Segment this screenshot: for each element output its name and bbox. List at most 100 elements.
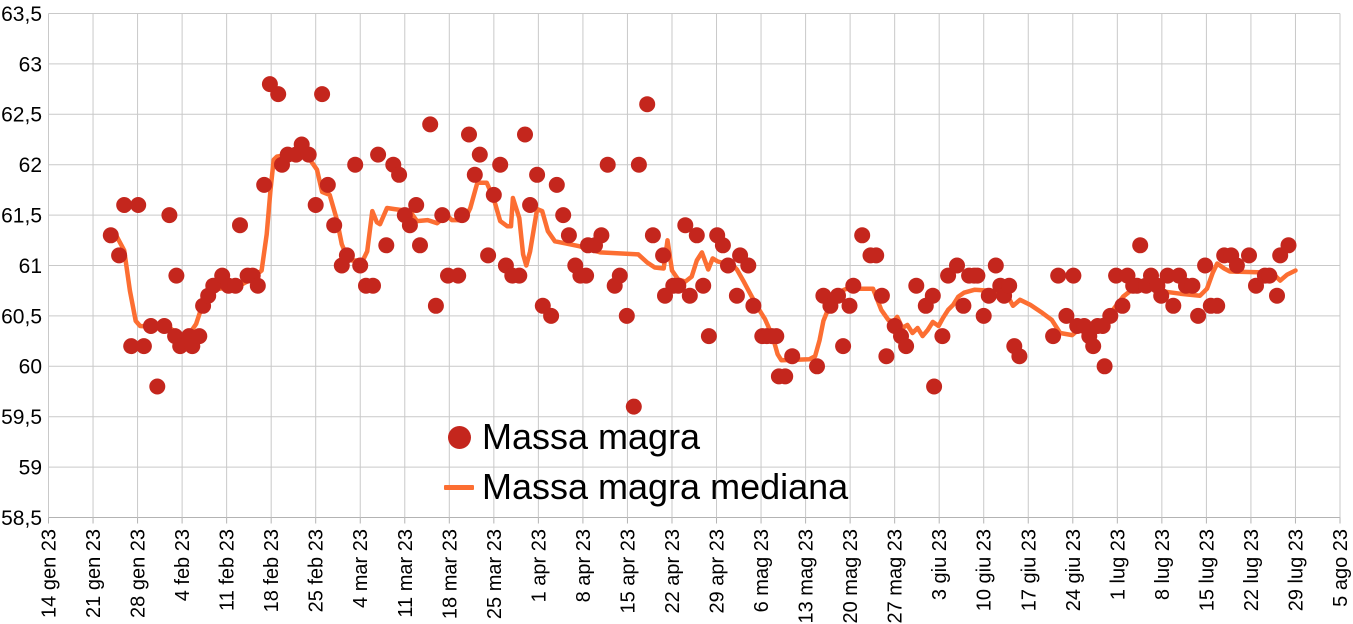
x-tick-label: 15 lug 23 — [1196, 529, 1218, 611]
legend-label-massa-magra: Massa magra — [482, 416, 701, 457]
data-point — [670, 277, 687, 294]
data-point — [845, 277, 862, 294]
data-point — [655, 247, 672, 264]
data-point — [1114, 297, 1131, 314]
data-point — [471, 146, 488, 163]
data-point — [149, 378, 166, 395]
y-tick-label: 63,5 — [1, 3, 42, 26]
data-point — [835, 338, 852, 355]
data-point — [695, 277, 712, 294]
y-tick-label: 61,5 — [1, 204, 42, 227]
x-tick-label: 4 feb 23 — [172, 529, 194, 601]
data-point — [370, 146, 387, 163]
data-point — [1085, 338, 1102, 355]
data-point — [677, 217, 694, 234]
data-point — [934, 328, 951, 345]
y-tick-label: 60 — [19, 356, 42, 379]
y-tick-label: 60,5 — [1, 305, 42, 328]
y-tick-label: 59 — [19, 456, 42, 479]
x-tick-label: 1 lug 23 — [1107, 529, 1129, 600]
data-point — [434, 207, 451, 224]
data-point — [412, 237, 428, 254]
data-point — [728, 287, 745, 304]
line-series-marker-icon — [444, 472, 474, 502]
data-point — [1045, 328, 1062, 345]
data-point — [168, 267, 185, 284]
data-point — [135, 338, 152, 355]
data-point — [227, 277, 244, 294]
data-point — [270, 86, 287, 103]
data-point — [326, 217, 343, 234]
data-point — [688, 227, 705, 244]
data-point — [625, 398, 642, 415]
data-point — [873, 287, 890, 304]
x-tick-label: 15 apr 23 — [617, 529, 639, 614]
x-tick-label: 29 lug 23 — [1285, 529, 1307, 611]
data-point — [142, 318, 159, 334]
data-point — [522, 197, 539, 213]
data-point — [1102, 307, 1119, 324]
data-point — [1001, 277, 1018, 294]
data-point — [130, 197, 147, 213]
legend-item-massa-magra-mediana: Massa magra mediana — [444, 462, 848, 512]
data-point — [987, 257, 1004, 274]
data-point — [511, 267, 528, 284]
data-point — [427, 297, 444, 314]
data-point — [111, 247, 128, 264]
data-point — [1209, 297, 1226, 314]
data-point — [1065, 267, 1082, 284]
x-tick-label: 1 apr 23 — [528, 529, 550, 602]
x-tick-label: 18 mar 23 — [439, 529, 461, 619]
data-point — [681, 287, 698, 304]
chart-legend: Massa magra Massa magra mediana — [444, 412, 848, 512]
x-tick-label: 13 mag 23 — [796, 529, 818, 624]
data-point — [466, 166, 483, 183]
data-point — [745, 297, 762, 314]
x-tick-label: 18 feb 23 — [261, 529, 283, 612]
scatter-series-marker-icon — [444, 422, 474, 452]
data-point — [256, 176, 273, 193]
data-point — [1050, 267, 1067, 284]
x-tick-label: 29 apr 23 — [707, 529, 729, 614]
x-tick-label: 27 mag 23 — [885, 529, 907, 624]
data-point — [1228, 257, 1245, 274]
data-point — [830, 287, 846, 304]
data-point — [611, 267, 628, 284]
data-point — [560, 227, 577, 244]
x-tick-label: 8 apr 23 — [573, 529, 595, 602]
data-point — [454, 207, 470, 224]
x-tick-label: 17 giu 23 — [1018, 529, 1040, 611]
data-point — [408, 197, 425, 213]
data-point — [1096, 358, 1113, 375]
data-point — [102, 227, 119, 244]
data-point — [116, 197, 133, 213]
x-tick-label: 4 mar 23 — [350, 529, 372, 608]
x-tick-label: 25 mar 23 — [484, 529, 506, 619]
data-point — [898, 338, 915, 355]
data-point — [740, 257, 757, 274]
data-point — [300, 146, 317, 163]
data-point — [1241, 247, 1257, 264]
data-point — [1280, 237, 1297, 254]
data-point — [1011, 348, 1028, 365]
data-point — [926, 378, 943, 395]
data-point — [878, 348, 895, 365]
data-point — [1269, 287, 1285, 304]
data-point — [232, 217, 248, 234]
data-point — [352, 257, 369, 274]
data-point — [720, 257, 736, 274]
data-point — [548, 176, 565, 193]
data-point — [391, 166, 408, 183]
data-point — [480, 247, 497, 264]
data-point — [378, 237, 395, 254]
data-point — [630, 156, 647, 173]
y-tick-label: 62 — [19, 154, 42, 177]
data-point — [969, 267, 986, 284]
x-tick-label: 25 feb 23 — [306, 529, 328, 612]
data-point — [599, 156, 616, 173]
data-point — [249, 277, 266, 294]
data-point — [809, 358, 825, 375]
data-point — [517, 126, 533, 143]
data-point — [593, 227, 610, 244]
data-point — [450, 267, 467, 284]
